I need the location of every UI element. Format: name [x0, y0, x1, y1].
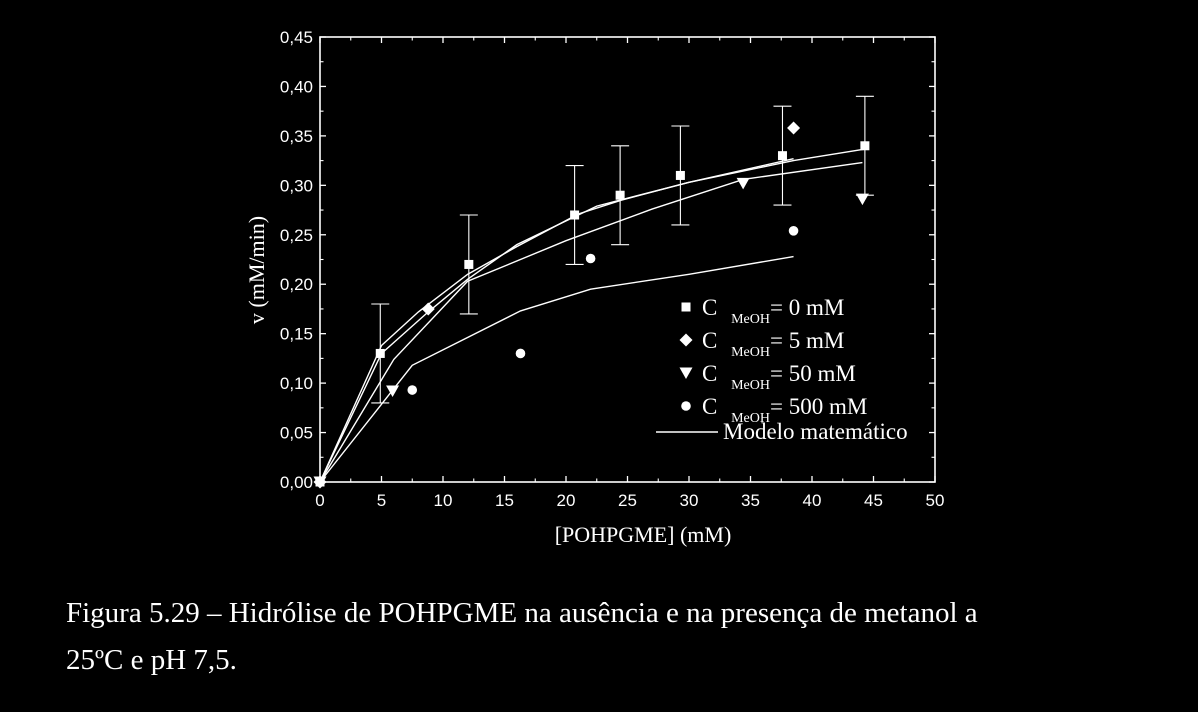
- x-axis-title: [POHPGME] (mM): [555, 522, 732, 547]
- legend-label-series-2: C MeOH= 5 mM: [702, 328, 844, 360]
- data-point-series-1: [777, 151, 787, 161]
- x-tick-label: 5: [377, 491, 386, 510]
- data-point-series-4: [515, 348, 526, 359]
- y-tick-label: 0,05: [280, 424, 313, 443]
- legend-marker-series-4: [681, 401, 691, 411]
- data-point-series-2: [787, 121, 801, 135]
- data-point-series-2: [421, 302, 435, 316]
- x-tick-label: 45: [864, 491, 883, 510]
- x-tick-label: 10: [434, 491, 453, 510]
- x-tick-label: 30: [680, 491, 699, 510]
- y-tick-label: 0,00: [280, 473, 313, 492]
- chart: 0 5 10 15 20 25 30 35 40 45 50 0,00 0,05 0,10 0,15 0,20…: [244, 28, 945, 547]
- x-tick-label: 40: [803, 491, 822, 510]
- model-line-series-2: [319, 157, 794, 483]
- y-axis-title: v (mM/min): [244, 216, 269, 324]
- axis-ticks: 0 5 10 15 20 25 30 35 40 45 50 0,00 0,05 0,10 0,15 0,20…: [280, 28, 945, 510]
- model-line-series-4: [319, 255, 794, 483]
- data-points: [313, 121, 870, 489]
- figure-caption: Figura 5.29 – Hidrólise de POHPGME na au…: [66, 590, 1142, 684]
- y-tick-label: 0,40: [280, 77, 313, 96]
- data-point-series-4: [585, 253, 596, 264]
- y-tick-label: 0,20: [280, 275, 313, 294]
- data-point-series-1: [464, 259, 474, 269]
- data-point-series-4: [407, 385, 418, 395]
- legend-marker-series-2: [679, 333, 693, 347]
- legend-label-series-1: C MeOH= 0 mM: [702, 295, 844, 327]
- data-point-series-4: [788, 226, 799, 236]
- x-tick-label: 0: [315, 491, 324, 510]
- x-tick-label: 20: [557, 491, 576, 510]
- legend-marker-series-1: [681, 302, 691, 312]
- data-point-series-3: [855, 193, 869, 206]
- legend-label-series-3: C MeOH= 50 mM: [702, 361, 856, 393]
- data-point-series-3: [386, 385, 400, 398]
- x-tick-label: 50: [926, 491, 945, 510]
- y-tick-label: 0,45: [280, 28, 313, 47]
- caption-line-1: Figura 5.29 – Hidrólise de POHPGME na au…: [66, 597, 978, 629]
- data-point-series-1: [860, 141, 870, 151]
- caption-line-2: 25ºC e pH 7,5.: [66, 644, 237, 676]
- data-point-series-1: [675, 170, 685, 180]
- y-tick-label: 0,35: [280, 127, 313, 146]
- data-point-series-1: [375, 348, 385, 358]
- y-tick-label: 0,25: [280, 226, 313, 245]
- legend: C MeOH= 0 mMC MeOH= 5 mMC MeOH= 50 mMC M…: [656, 295, 908, 444]
- y-tick-label: 0,10: [280, 374, 313, 393]
- y-tick-label: 0,15: [280, 325, 313, 344]
- legend-model-label: Modelo matemático: [723, 419, 908, 444]
- x-tick-label: 35: [741, 491, 760, 510]
- legend-marker-series-3: [679, 367, 693, 379]
- legend-label-series-4: C MeOH= 500 mM: [702, 394, 867, 426]
- x-tick-label: 25: [618, 491, 637, 510]
- data-point-series-1: [570, 210, 580, 220]
- x-tick-label: 15: [495, 491, 514, 510]
- data-point-series-3: [736, 177, 750, 190]
- data-point-series-1: [615, 190, 625, 200]
- error-bars: [371, 95, 874, 404]
- y-tick-label: 0,30: [280, 176, 313, 195]
- model-lines: [319, 148, 868, 483]
